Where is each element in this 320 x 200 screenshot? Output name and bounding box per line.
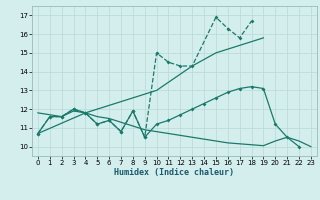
- X-axis label: Humidex (Indice chaleur): Humidex (Indice chaleur): [115, 168, 234, 177]
